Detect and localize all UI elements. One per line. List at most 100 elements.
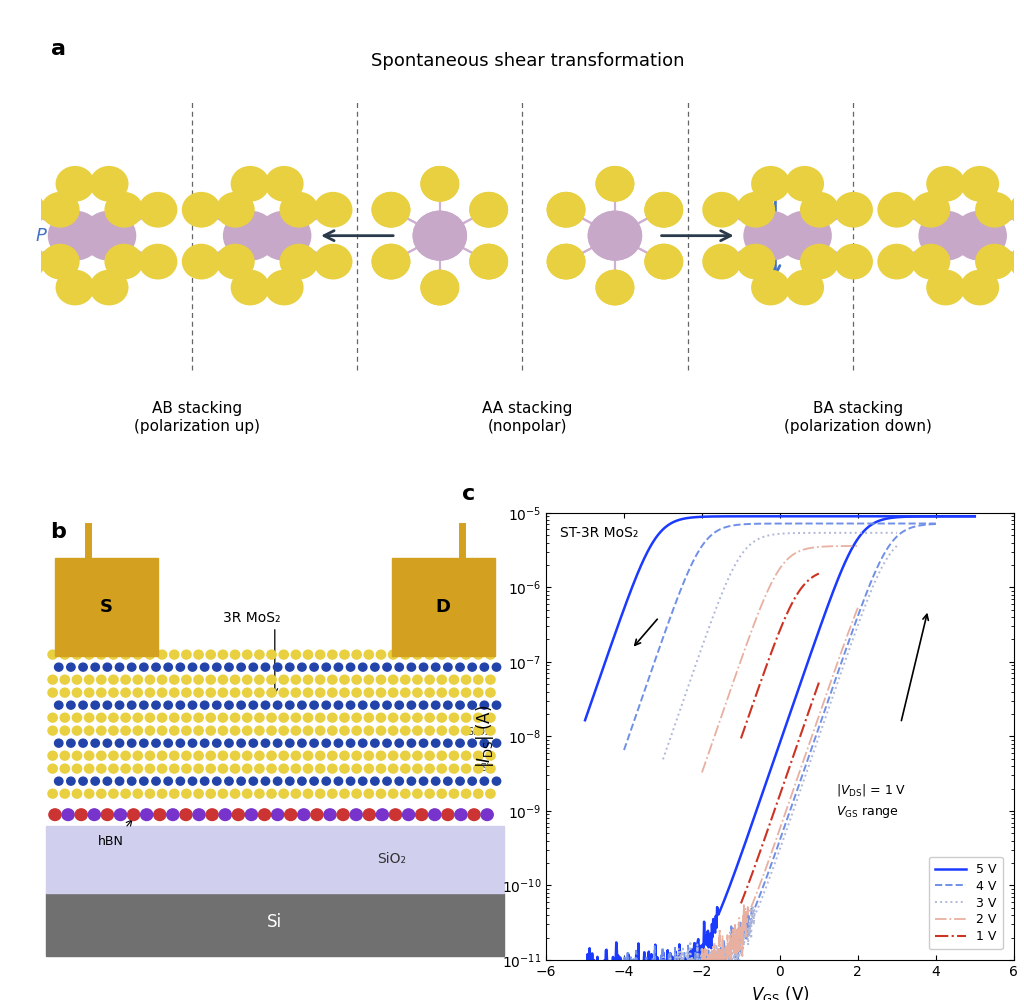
Circle shape — [376, 726, 386, 735]
Circle shape — [547, 192, 586, 228]
Y-axis label: $|I_{\rm DS}|$ (A): $|I_{\rm DS}|$ (A) — [474, 705, 496, 768]
Circle shape — [437, 688, 446, 697]
Circle shape — [267, 726, 276, 735]
Text: $\mathit{P}$: $\mathit{P}$ — [35, 227, 47, 245]
Circle shape — [469, 192, 508, 228]
Circle shape — [193, 809, 205, 820]
Circle shape — [267, 789, 276, 798]
Circle shape — [249, 739, 257, 747]
Circle shape — [364, 809, 376, 820]
Circle shape — [84, 688, 94, 697]
Circle shape — [216, 244, 255, 279]
Circle shape — [216, 192, 255, 228]
Circle shape — [303, 764, 312, 773]
Circle shape — [328, 726, 337, 735]
Circle shape — [73, 751, 82, 760]
Circle shape — [224, 739, 233, 747]
Circle shape — [67, 739, 75, 747]
Circle shape — [103, 739, 112, 747]
Circle shape — [456, 777, 464, 785]
Circle shape — [322, 663, 331, 671]
Circle shape — [413, 650, 422, 659]
Circle shape — [952, 211, 1007, 261]
Circle shape — [243, 789, 252, 798]
Circle shape — [340, 764, 349, 773]
Circle shape — [388, 789, 397, 798]
Circle shape — [437, 789, 446, 798]
Circle shape — [395, 777, 403, 785]
Circle shape — [303, 726, 312, 735]
Circle shape — [82, 211, 136, 261]
Circle shape — [927, 166, 966, 202]
Circle shape — [201, 777, 209, 785]
Circle shape — [67, 663, 75, 671]
Circle shape — [286, 777, 294, 785]
Circle shape — [303, 675, 312, 684]
Circle shape — [395, 739, 403, 747]
Circle shape — [388, 764, 397, 773]
Circle shape — [48, 688, 57, 697]
Circle shape — [54, 663, 62, 671]
Circle shape — [322, 701, 331, 709]
Circle shape — [462, 751, 471, 760]
Circle shape — [420, 270, 459, 305]
Text: hBN: hBN — [98, 835, 124, 848]
Circle shape — [280, 244, 318, 279]
Circle shape — [96, 764, 105, 773]
Circle shape — [303, 688, 312, 697]
Circle shape — [365, 789, 374, 798]
Circle shape — [55, 270, 94, 305]
Circle shape — [371, 777, 379, 785]
Circle shape — [372, 192, 411, 228]
Circle shape — [383, 739, 391, 747]
Circle shape — [181, 751, 191, 760]
Circle shape — [372, 192, 411, 228]
Circle shape — [145, 688, 155, 697]
Circle shape — [60, 726, 70, 735]
Circle shape — [243, 751, 252, 760]
Circle shape — [230, 751, 240, 760]
Circle shape — [116, 701, 124, 709]
Circle shape — [267, 688, 276, 697]
Circle shape — [279, 764, 289, 773]
Circle shape — [206, 789, 215, 798]
Circle shape — [116, 663, 124, 671]
Circle shape — [291, 751, 300, 760]
Circle shape — [352, 650, 361, 659]
Circle shape — [337, 809, 349, 820]
Circle shape — [328, 650, 337, 659]
Circle shape — [90, 166, 129, 202]
Circle shape — [365, 726, 374, 735]
Circle shape — [176, 701, 184, 709]
Circle shape — [170, 688, 179, 697]
Circle shape — [84, 789, 94, 798]
Circle shape — [376, 675, 386, 684]
Circle shape — [376, 809, 388, 820]
Circle shape — [218, 751, 227, 760]
Circle shape — [485, 650, 495, 659]
Circle shape — [213, 701, 221, 709]
Circle shape — [328, 713, 337, 722]
Circle shape — [408, 739, 416, 747]
Circle shape — [140, 809, 153, 820]
Circle shape — [267, 764, 276, 773]
Circle shape — [340, 713, 349, 722]
Circle shape — [133, 688, 142, 697]
Circle shape — [279, 726, 289, 735]
Circle shape — [158, 650, 167, 659]
Circle shape — [644, 192, 683, 228]
Circle shape — [170, 751, 179, 760]
Circle shape — [315, 650, 325, 659]
Circle shape — [279, 675, 289, 684]
Circle shape — [138, 192, 177, 228]
Circle shape — [230, 713, 240, 722]
Circle shape — [206, 751, 215, 760]
Circle shape — [101, 809, 114, 820]
Circle shape — [450, 713, 459, 722]
Circle shape — [340, 650, 349, 659]
Circle shape — [596, 270, 635, 305]
Circle shape — [261, 777, 269, 785]
Circle shape — [473, 764, 483, 773]
Circle shape — [462, 764, 471, 773]
Circle shape — [468, 701, 476, 709]
